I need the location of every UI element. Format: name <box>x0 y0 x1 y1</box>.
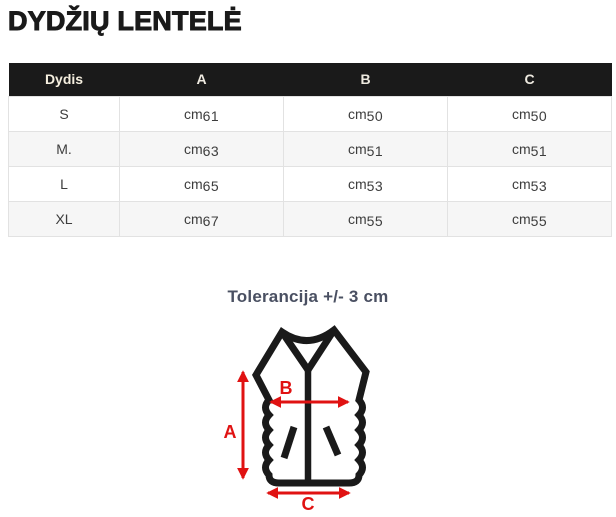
measurement-unit: cm <box>347 140 367 157</box>
measurement-unit: cm <box>347 175 367 192</box>
measurement-value: 51 <box>530 142 548 159</box>
measurement-value: 53 <box>366 177 384 194</box>
page-title: DYDŽIŲ LENTELĖ <box>8 6 243 37</box>
header-c: C <box>447 63 612 96</box>
measurement-value: 55 <box>530 212 548 229</box>
vest-outline-icon <box>251 325 370 487</box>
measurement-unit: cm <box>511 175 531 192</box>
measurement-cell: cm51 <box>447 130 612 167</box>
label-b: B <box>280 378 293 398</box>
measurement-unit: cm <box>511 140 531 157</box>
measurement-cell: cm61 <box>119 95 284 132</box>
measurement-cell: cm50 <box>283 95 448 132</box>
measurement-arrows: A B C <box>224 370 351 514</box>
size-label: L <box>8 165 120 202</box>
measurement-value: 55 <box>366 212 384 229</box>
measurement-cell: cm50 <box>447 95 612 132</box>
measurement-unit: cm <box>511 105 531 122</box>
size-label: S <box>8 95 120 132</box>
measurement-value: 67 <box>202 212 220 229</box>
header-row: Dydis A B C <box>8 63 612 96</box>
measurement-unit: cm <box>347 210 367 227</box>
size-table-header: Dydis A B C <box>8 63 612 96</box>
measurement-unit: cm <box>183 140 203 157</box>
measurement-cell: cm55 <box>447 200 612 237</box>
tolerance-note: Tolerancija +/- 3 cm <box>227 287 389 306</box>
measurement-unit: cm <box>183 105 203 122</box>
measurement-value: 61 <box>202 107 220 124</box>
label-c: C <box>302 494 315 514</box>
measurement-cell: cm53 <box>283 165 448 202</box>
measurement-unit: cm <box>511 210 531 227</box>
vest-right-pocket-icon <box>322 425 342 457</box>
table-row: M. cm63 cm51 cm51 <box>8 130 612 167</box>
size-label: XL <box>8 200 120 237</box>
measurement-cell: cm63 <box>119 130 284 167</box>
measurement-unit: cm <box>183 210 203 227</box>
vest-measurement-diagram: A B C <box>224 325 370 514</box>
measurement-value: 53 <box>530 177 548 194</box>
measurement-value: 50 <box>530 107 548 124</box>
header-dydis: Dydis <box>8 63 120 96</box>
measurement-value: 51 <box>366 142 384 159</box>
label-a: A <box>224 422 237 442</box>
header-b: B <box>283 63 448 96</box>
measurement-value: 65 <box>202 177 220 194</box>
measurement-value: 50 <box>366 107 384 124</box>
vest-left-pocket-icon <box>280 425 298 460</box>
size-label: M. <box>8 130 120 167</box>
measurement-cell: cm67 <box>119 200 284 237</box>
measurement-cell: cm65 <box>119 165 284 202</box>
measurement-cell: cm51 <box>283 130 448 167</box>
table-row: XL cm67 cm55 cm55 <box>8 200 612 237</box>
measurement-cell: cm53 <box>447 165 612 202</box>
measurement-value: 63 <box>202 142 220 159</box>
measurement-cell: cm55 <box>283 200 448 237</box>
measurement-unit: cm <box>347 105 367 122</box>
header-a: A <box>119 63 284 96</box>
measurement-unit: cm <box>183 175 203 192</box>
